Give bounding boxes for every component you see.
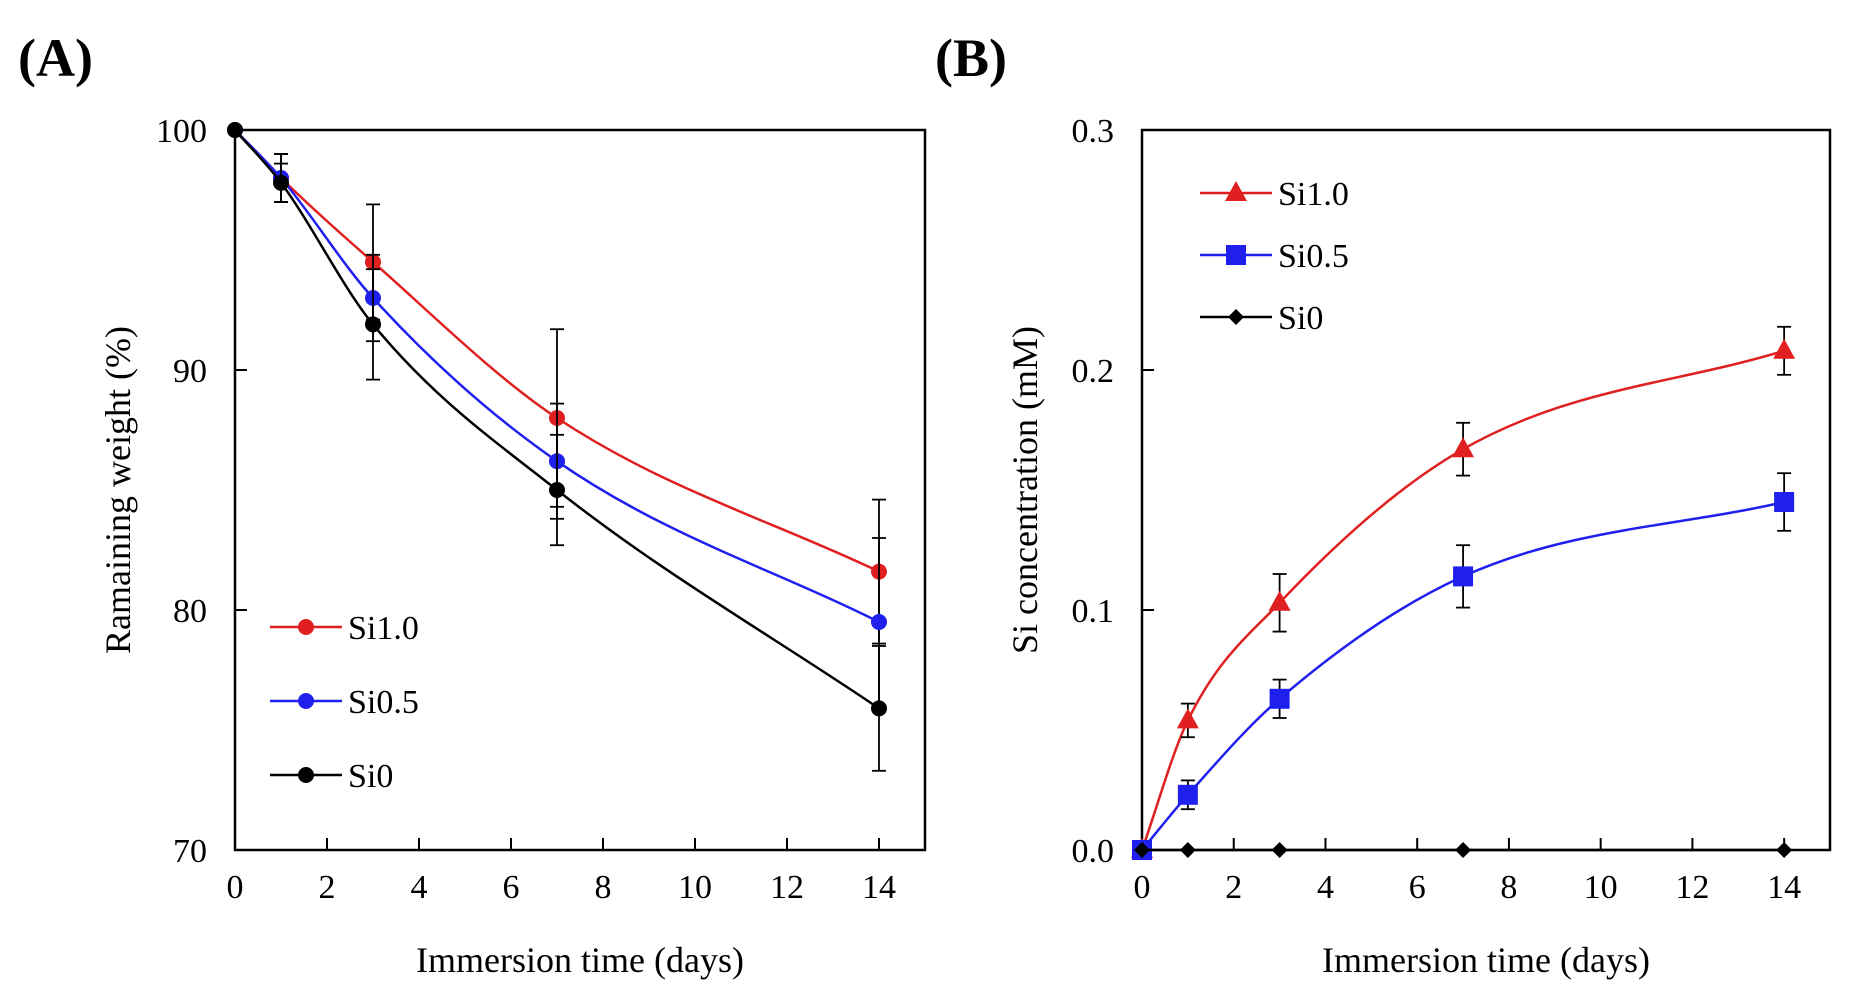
y-tick-label: 0.1 — [1072, 593, 1115, 630]
x-tick-label: 0 — [1134, 869, 1151, 906]
legend: Si1.0 Si0.5 Si0 — [1200, 176, 1349, 337]
series-si0-5 — [227, 122, 887, 707]
chart-b: 0 2 4 6 8 10 12 14 0.0 0.1 0.2 0.3 Immersion time (d… — [1005, 113, 1832, 980]
legend-marker-si0-5 — [298, 693, 314, 709]
legend-marker-si0 — [298, 767, 314, 783]
panel-label-b: (B) — [935, 28, 1007, 88]
x-tick-label: 4 — [1317, 869, 1334, 906]
series-line-si1-0 — [1140, 349, 1785, 851]
panel-label-a: (A) — [18, 28, 93, 88]
series-si0 — [227, 122, 887, 772]
series-si0 — [1134, 842, 1793, 858]
legend-marker-si0-5 — [1226, 245, 1246, 265]
data-point — [1176, 708, 1199, 729]
x-tick-label: 10 — [678, 869, 712, 906]
series-si1-0 — [227, 122, 887, 645]
x-tick-label: 6 — [1409, 869, 1426, 906]
y-axis-label: Si concentration (mM) — [1005, 326, 1045, 654]
data-point — [1776, 842, 1793, 858]
y-tick-label: 90 — [173, 353, 207, 390]
data-point — [1774, 492, 1795, 512]
x-tick-label: 8 — [1500, 869, 1517, 906]
y-tick-label: 0.3 — [1072, 113, 1115, 150]
data-point — [365, 316, 381, 333]
legend-label-si0: Si0 — [1278, 300, 1323, 337]
data-point — [1452, 437, 1475, 458]
x-tick-label: 6 — [503, 869, 520, 906]
x-tick-label: 12 — [1675, 869, 1709, 906]
data-point — [1179, 842, 1196, 858]
data-point — [1773, 338, 1796, 359]
x-tick-label: 10 — [1584, 869, 1618, 906]
data-point — [549, 482, 565, 498]
y-axis-label: Ramaining weight (%) — [98, 326, 138, 654]
data-point — [1271, 842, 1288, 858]
x-tick-label: 2 — [319, 869, 336, 906]
data-point — [1453, 566, 1474, 587]
x-tick-label: 12 — [770, 869, 804, 906]
data-point — [871, 614, 887, 630]
data-point — [1269, 688, 1290, 709]
x-axis-label: Immersion time (days) — [416, 940, 744, 980]
series-si0-5 — [1132, 472, 1795, 860]
legend-label-si0: Si0 — [348, 758, 393, 795]
x-tick-label: 14 — [1767, 869, 1801, 906]
x-tick-label: 2 — [1225, 869, 1242, 906]
legend-label-si1-0: Si1.0 — [348, 610, 419, 647]
x-tick-label: 0 — [227, 869, 244, 906]
legend-marker-si0 — [1228, 309, 1244, 325]
legend: Si1.0 Si0.5 Si0 — [270, 610, 419, 795]
y-tick-label: 0.0 — [1072, 833, 1115, 870]
legend-label-si1-0: Si1.0 — [1278, 176, 1349, 213]
legend-marker-si1-0 — [298, 619, 314, 635]
y-tick-label: 80 — [173, 593, 207, 630]
data-point — [1268, 590, 1291, 611]
x-tick-label: 8 — [595, 869, 612, 906]
x-tick-label: 4 — [411, 869, 428, 906]
y-tick-label: 100 — [156, 113, 207, 150]
chart-a: 0 2 4 6 8 10 12 14 70 80 90 100 Immersion time (days… — [98, 113, 927, 980]
data-point — [1455, 842, 1472, 858]
data-point — [1177, 784, 1198, 805]
y-tick-label: 0.2 — [1072, 353, 1115, 390]
data-point — [1134, 842, 1150, 858]
legend-label-si0-5: Si0.5 — [1278, 238, 1349, 275]
data-point — [273, 174, 289, 191]
x-tick-label: 14 — [862, 869, 896, 906]
data-point — [871, 700, 887, 717]
legend-marker-si1-0 — [1225, 181, 1247, 201]
plot-frame — [233, 128, 927, 852]
x-axis-label: Immersion time (days) — [1322, 940, 1650, 980]
plot-frame — [1140, 128, 1832, 852]
legend-label-si0-5: Si0.5 — [348, 684, 419, 721]
data-point — [227, 122, 243, 138]
y-tick-label: 70 — [173, 833, 207, 870]
